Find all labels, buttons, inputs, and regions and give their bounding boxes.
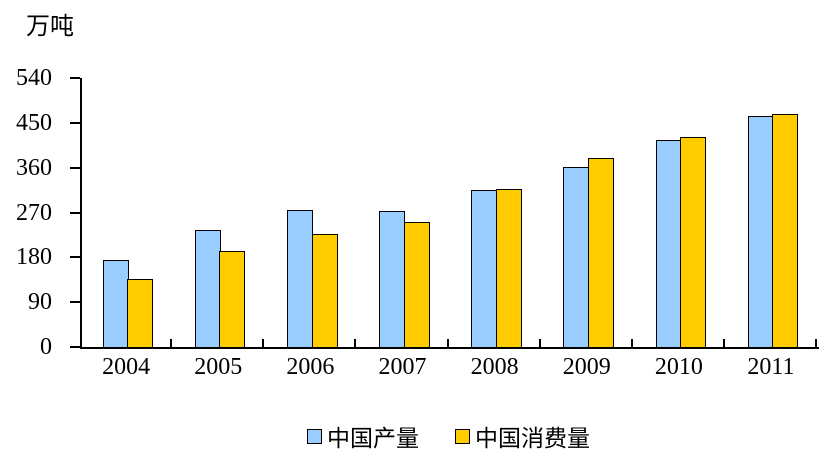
y-tick-label: 270	[16, 199, 52, 226]
bar-中国产量-2008	[471, 190, 498, 347]
y-tick-label: 180	[16, 244, 52, 271]
x-tick-mark	[354, 339, 357, 347]
bar-group-2008	[451, 78, 543, 347]
bar-中国消费量-2004	[127, 279, 154, 347]
bar-中国产量-2004	[102, 260, 129, 347]
legend-label: 中国消费量	[475, 426, 590, 451]
x-tick-mark	[446, 339, 449, 347]
y-tick-mark	[70, 166, 80, 169]
bar-中国产量-2006	[287, 210, 314, 347]
legend-item-中国产量: 中国产量	[307, 419, 419, 453]
bar-中国产量-2010	[655, 139, 682, 347]
x-axis-labels: 2004 2005 2006 2007 2008 2009 2010 2011	[80, 354, 817, 381]
bar-中国消费量-2007	[403, 221, 430, 347]
y-tick-label: 90	[28, 289, 52, 316]
bar-group-2006	[266, 78, 358, 347]
x-tick-mark	[630, 339, 633, 347]
bar-group-2010	[635, 78, 727, 347]
y-tick-label: 0	[40, 334, 52, 360]
legend: 中国产量 中国消费量	[80, 419, 817, 453]
bar-group-2007	[358, 78, 450, 347]
bar-中国消费量-2005	[219, 250, 246, 347]
y-tick-mark	[70, 121, 80, 124]
bar-中国产量-2011	[747, 115, 774, 347]
y-tick-mark	[70, 256, 80, 259]
y-tick-label: 450	[16, 109, 52, 136]
x-axis-label-2008: 2008	[470, 354, 519, 380]
x-axis-label-2005: 2005	[194, 354, 243, 380]
x-tick-mark	[538, 339, 541, 347]
x-axis-label-2006: 2006	[286, 354, 335, 380]
legend-swatch-中国产量	[307, 428, 322, 444]
x-tick-mark	[722, 339, 725, 347]
bar-中国消费量-2010	[680, 137, 707, 347]
legend-label: 中国产量	[327, 426, 419, 451]
bar-中国产量-2005	[194, 230, 221, 347]
bar-group-2005	[174, 78, 266, 347]
bar-groups	[82, 78, 819, 347]
x-axis-label-2007: 2007	[378, 354, 427, 380]
y-tick-label: 360	[16, 154, 52, 181]
x-axis-label-2010: 2010	[654, 354, 703, 380]
bar-中国消费量-2011	[772, 114, 799, 347]
x-axis-label-2011: 2011	[747, 354, 795, 380]
bar-中国消费量-2009	[587, 158, 614, 347]
y-tick-mark	[70, 301, 80, 304]
x-axis-label-2004: 2004	[102, 354, 151, 380]
bar-group-2004	[82, 78, 174, 347]
y-tick-mark	[70, 77, 80, 79]
bar-中国产量-2007	[379, 211, 406, 347]
y-axis-unit-label: 万吨	[26, 14, 74, 40]
legend-swatch-中国消费量	[455, 428, 470, 444]
legend-item-中国消费量: 中国消费量	[455, 419, 590, 453]
x-tick-mark	[262, 339, 265, 347]
x-tick-mark	[170, 339, 173, 347]
bar-中国消费量-2008	[495, 189, 522, 347]
x-tick-mark	[815, 339, 817, 347]
plot-area	[80, 78, 819, 349]
bar-group-2009	[543, 78, 635, 347]
bar-中国消费量-2006	[311, 233, 338, 347]
y-tick-mark	[70, 211, 80, 214]
bar-group-2011	[727, 78, 819, 347]
x-axis-label-2009: 2009	[562, 354, 611, 380]
y-tick-mark	[70, 346, 80, 348]
bar-中国产量-2009	[563, 166, 590, 347]
y-tick-label: 540	[16, 65, 52, 91]
